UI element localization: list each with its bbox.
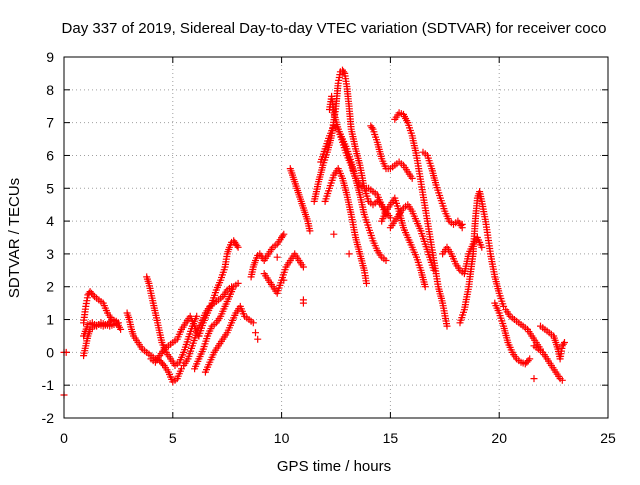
data-point [299,296,307,304]
data-point [408,174,416,182]
data-point [478,243,486,251]
grid-lines [64,57,608,418]
data-point [526,355,534,363]
data-point [117,325,125,333]
data-point [249,319,257,327]
x-tick-label: 25 [600,430,616,446]
data-point [254,335,262,343]
data-point [368,124,376,132]
y-tick-label: 5 [46,180,54,196]
chart-title: Day 337 of 2019, Sidereal Day-to-day VTE… [62,20,607,37]
y-tick-label: 9 [46,49,54,65]
y-tick-label: 8 [46,82,54,98]
data-point [421,283,429,291]
data-point [330,230,338,238]
y-axis-label: SDTVAR / TECUs [6,178,23,298]
data-point [382,257,390,264]
data-point [193,312,201,320]
data-point [458,224,466,232]
data-point [234,279,242,287]
data-point [443,322,451,330]
data-point [280,230,288,238]
data-point [530,375,538,383]
y-tick-label: 2 [46,279,54,295]
x-tick-label: 10 [274,430,290,446]
data-point [430,266,438,274]
data-point [299,263,307,271]
x-tick-label: 15 [383,430,399,446]
data-point [340,68,348,76]
data-point [559,340,567,348]
data-point [114,319,122,327]
y-tick-label: -2 [42,410,55,426]
axis-ticks: 0 5 10 15 20 25 -2 -1 0 1 2 3 4 5 6 7 8 9 [42,49,616,446]
y-tick-label: 3 [46,246,54,262]
x-tick-label: 0 [60,430,68,446]
data-points [60,66,568,399]
y-tick-label: 1 [46,312,54,328]
data-point [234,243,242,251]
x-axis-label: GPS time / hours [277,458,391,475]
data-point [363,279,370,287]
y-tick-label: 0 [46,344,54,360]
data-point [89,291,97,299]
data-point [159,360,167,368]
y-tick-label: -1 [42,377,55,393]
data-point [345,250,353,258]
x-tick-label: 5 [169,430,177,446]
data-point [306,227,314,235]
x-tick-label: 20 [491,430,507,446]
data-point [524,357,532,365]
data-point [273,253,281,261]
data-point [386,214,394,222]
y-tick-label: 7 [46,115,54,131]
data-point [279,232,287,240]
y-tick-label: 4 [46,213,54,229]
data-point [233,242,241,250]
data-point [252,329,259,337]
data-point [561,339,568,346]
data-point [558,376,566,384]
plot-frame [63,56,609,419]
y-tick-label: 6 [46,147,54,163]
